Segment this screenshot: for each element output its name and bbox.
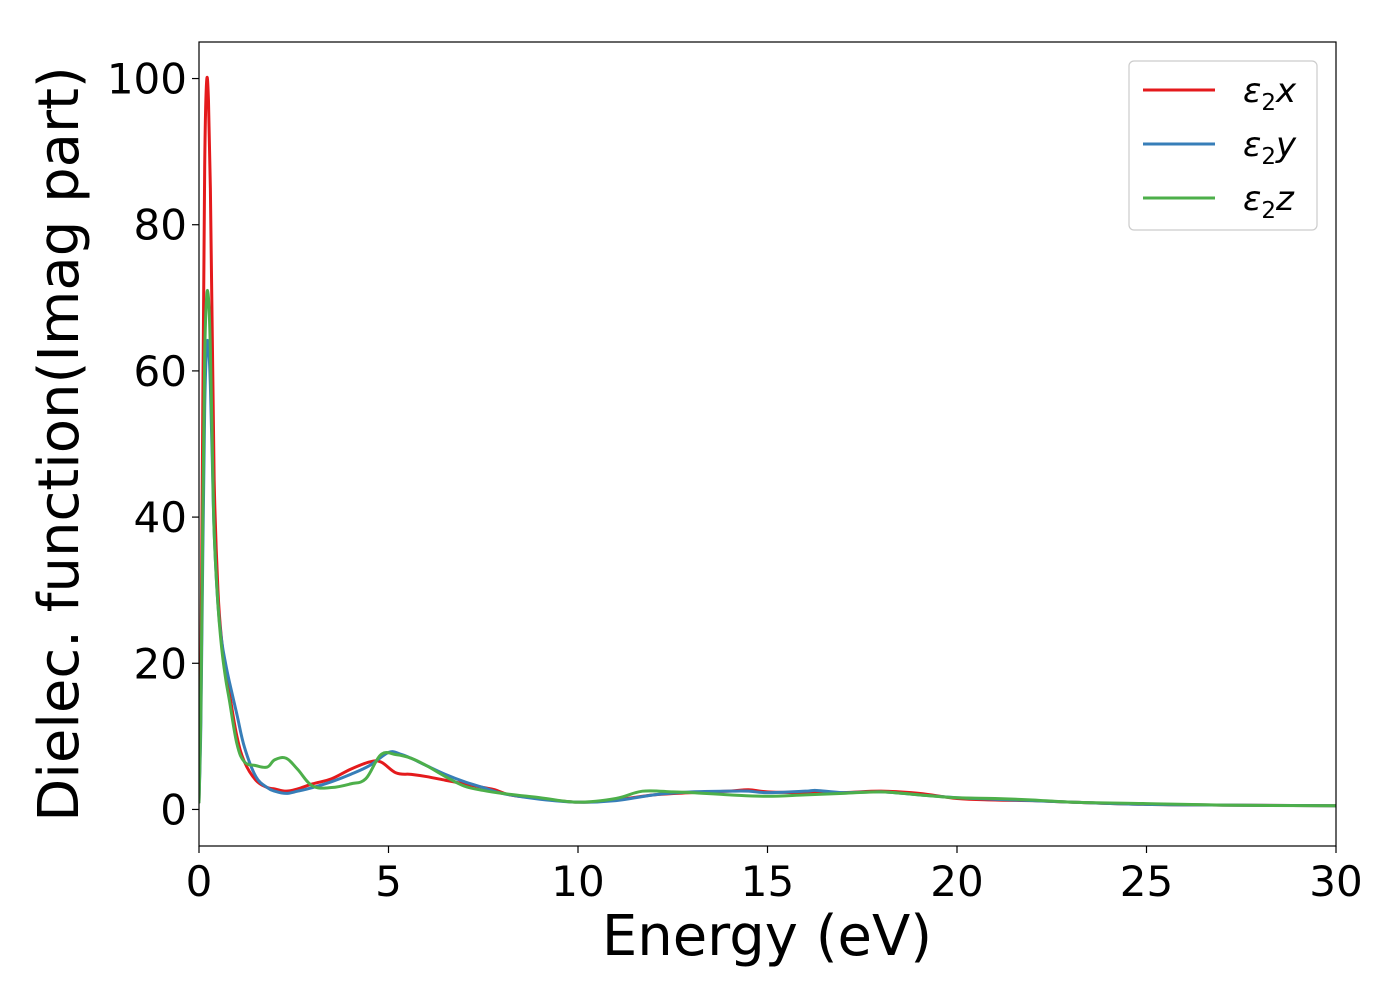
y-tick-label: 60 xyxy=(134,347,187,396)
x-tick-label: 30 xyxy=(1309,857,1362,906)
y-axis: 0 20 40 60 80 100 xyxy=(107,55,199,834)
x-tick-label: 10 xyxy=(551,857,604,906)
x-tick-label: 0 xyxy=(186,857,213,906)
x-tick-label: 5 xyxy=(375,857,402,906)
series-line-z xyxy=(199,288,1336,808)
x-axis: 0 5 10 15 20 25 30 xyxy=(186,846,1363,906)
x-tick-label: 15 xyxy=(741,857,794,906)
y-axis-label: Dielec. function(Imag part) xyxy=(27,66,92,822)
y-tick-label: 100 xyxy=(107,55,187,104)
x-tick-label: 25 xyxy=(1120,857,1173,906)
legend-label-y: ε2y xyxy=(1243,125,1297,170)
legend-label-z: ε2z xyxy=(1243,179,1295,224)
y-tick-label: 20 xyxy=(134,639,187,688)
y-tick-label: 0 xyxy=(160,785,187,834)
legend: ε2x ε2y ε2z xyxy=(1128,60,1318,231)
y-tick-label: 80 xyxy=(134,201,187,250)
legend-label-x: ε2x xyxy=(1243,71,1297,116)
y-tick-label: 40 xyxy=(134,493,187,542)
series-layer xyxy=(199,75,1336,808)
x-axis-label: Energy (eV) xyxy=(602,904,932,969)
legend-box xyxy=(1128,60,1318,231)
x-tick-label: 20 xyxy=(930,857,983,906)
